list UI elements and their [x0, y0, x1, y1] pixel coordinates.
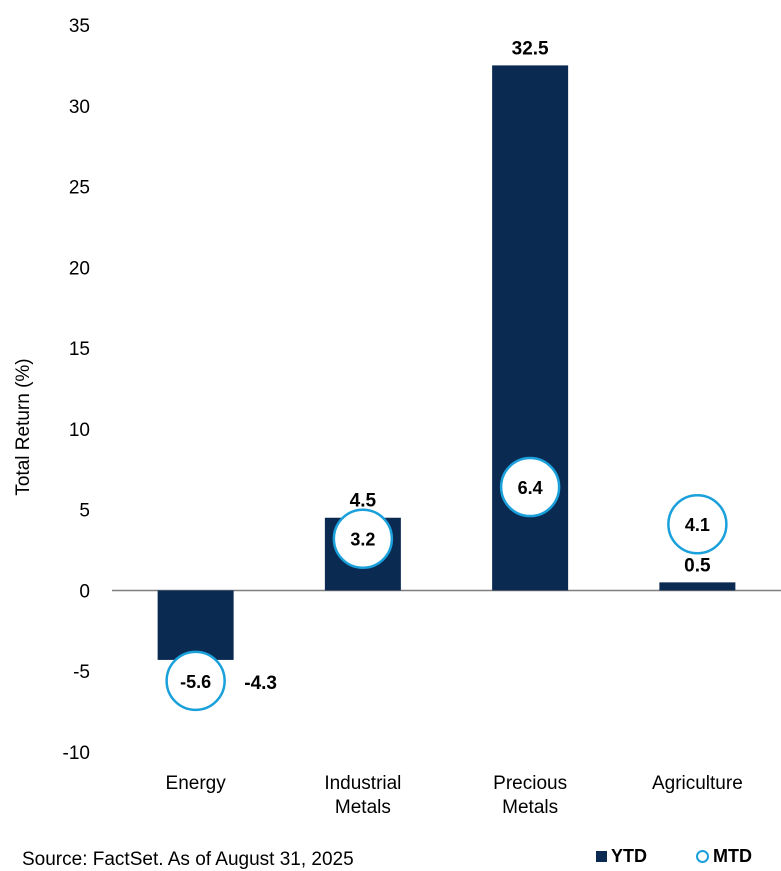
ytd-bars [157, 65, 736, 660]
mtd-marker [499, 456, 561, 518]
mtd-ring-icon [696, 850, 709, 863]
mtd-marker [332, 508, 394, 569]
ytd-data-labels: -4.3 4.5 32.5 0.5 [244, 38, 711, 694]
mtd-marker [667, 493, 728, 555]
mtd-marker [165, 650, 226, 712]
x-category-label: Metals [335, 797, 391, 818]
y-tick-label: 10 [69, 420, 90, 441]
x-category-label: Agriculture [652, 773, 743, 794]
mtd-markers: -5.6 3.2 6.4 4.1 [165, 456, 728, 712]
ytd-data-label: 0.5 [684, 555, 711, 576]
mtd-data-label: 3.2 [350, 530, 375, 550]
y-tick-label: 15 [69, 339, 90, 360]
y-tick-label: 5 [79, 501, 90, 522]
ytd-bar [659, 582, 736, 591]
legend-mtd: MTD [696, 846, 752, 867]
y-tick-label: -5 [73, 662, 90, 683]
x-axis-category-labels: Energy Industrial Metals Precious Metals Agri… [166, 773, 743, 818]
x-category-label: Precious [493, 773, 567, 794]
y-tick-label: 20 [69, 258, 90, 279]
y-axis-ticks: -10 -5 0 5 10 15 20 25 30 35 [63, 16, 90, 764]
mtd-data-label: 4.1 [685, 515, 710, 535]
x-category-label: Energy [166, 773, 227, 794]
y-axis-title: Total Return (%) [13, 358, 34, 495]
mtd-data-label: -5.6 [180, 672, 211, 692]
legend-mtd-label: MTD [713, 846, 752, 866]
y-tick-label: -10 [63, 743, 90, 764]
source-note: Source: FactSet. As of August 31, 2025 [22, 849, 354, 870]
ytd-swatch-icon [596, 851, 607, 862]
y-tick-label: 30 [69, 97, 90, 118]
mtd-data-label: 6.4 [518, 478, 543, 498]
legend-ytd-label: YTD [611, 846, 647, 866]
legend-ytd: YTD [596, 846, 647, 867]
ytd-bar [157, 590, 234, 660]
x-category-label: Metals [502, 797, 558, 818]
ytd-data-label: 32.5 [512, 38, 549, 59]
ytd-data-label: -4.3 [244, 673, 277, 694]
x-category-label: Industrial [324, 773, 401, 794]
y-tick-label: 0 [79, 581, 90, 602]
y-tick-label: 35 [69, 16, 90, 37]
y-tick-label: 25 [69, 178, 90, 199]
ytd-data-label: 4.5 [350, 491, 377, 512]
